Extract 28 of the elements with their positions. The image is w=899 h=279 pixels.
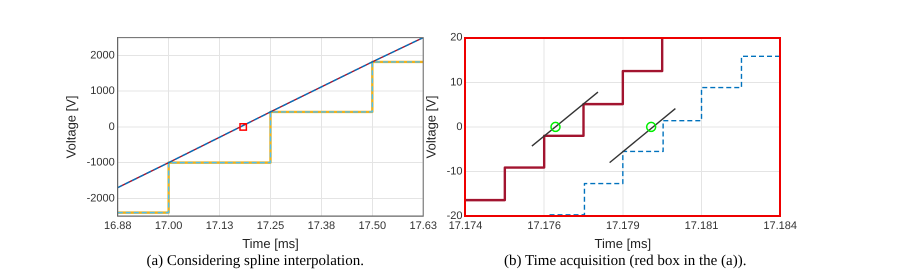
y-tick-label: 1000 bbox=[90, 85, 115, 98]
x-tick-label: 17.181 bbox=[684, 220, 718, 232]
y-tick-label: -2000 bbox=[86, 192, 115, 204]
x-tick-label: 17.63 bbox=[409, 220, 437, 232]
x-tick-label: 17.38 bbox=[308, 220, 336, 232]
y-tick-label: 0 bbox=[108, 120, 115, 133]
x-tick-label: 17.184 bbox=[763, 220, 798, 232]
x-tick-label: 16.88 bbox=[104, 220, 132, 232]
x-axis-title: Time [ms] bbox=[242, 236, 299, 251]
x-tick-label: 17.25 bbox=[256, 220, 284, 232]
y-tick-label: 20 bbox=[450, 32, 462, 44]
y-axis-title: Voltage [V] bbox=[423, 95, 438, 158]
y-tick-label: 0 bbox=[456, 120, 462, 133]
x-axis-title: Time [ms] bbox=[594, 236, 652, 251]
y-tick-label: 10 bbox=[450, 76, 462, 88]
text: (a) Considering spline interpolation. bbox=[146, 253, 364, 270]
text: (b) Time acquisition (red box in the (a)). bbox=[504, 253, 746, 270]
x-tick-label: 17.00 bbox=[154, 220, 182, 232]
x-tick-label: 17.179 bbox=[606, 220, 640, 232]
x-tick-label: 17.50 bbox=[358, 220, 386, 232]
y-tick-label: -1000 bbox=[86, 156, 115, 169]
y-tick-label: -10 bbox=[446, 166, 462, 178]
y-axis-title: Voltage [V] bbox=[63, 95, 78, 158]
x-tick-label: 17.174 bbox=[448, 220, 482, 232]
y-tick-label: -20 bbox=[446, 210, 462, 222]
x-tick-label: 17.176 bbox=[527, 220, 561, 232]
y-tick-label: 2000 bbox=[90, 49, 115, 62]
x-tick-label: 17.13 bbox=[206, 220, 234, 232]
